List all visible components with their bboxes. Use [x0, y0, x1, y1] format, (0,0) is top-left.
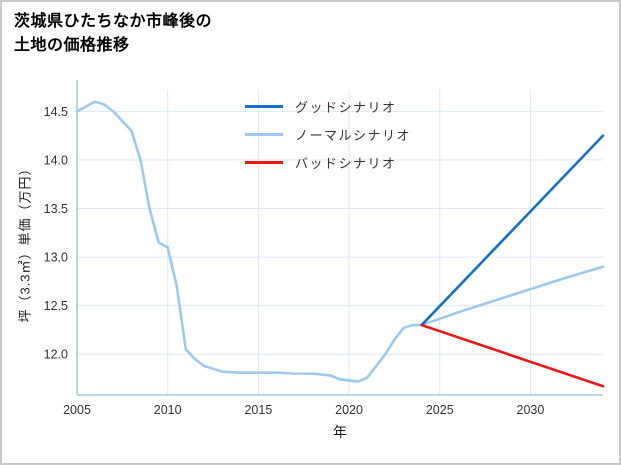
y-axis-label: 坪（3.3㎡）単価（万円）: [17, 161, 33, 323]
x-tick-label: 2015: [244, 403, 272, 417]
y-tick-label: 12.5: [44, 299, 68, 313]
legend-swatch-normal-line: [245, 132, 283, 136]
legend-label-bad: バッドシナリオ: [295, 155, 397, 171]
y-tick-label: 13.0: [44, 251, 68, 265]
legend: グッドシナリオ ノーマルシナリオ バッドシナリオ: [245, 92, 411, 176]
x-tick-label: 2025: [426, 403, 454, 417]
legend-swatch-good-line: [245, 104, 283, 108]
series-line-history: [75, 100, 423, 383]
legend-item-bad: バッドシナリオ: [245, 148, 411, 176]
y-tick-label: 13.5: [44, 202, 68, 216]
series-line-bad: [420, 323, 605, 388]
x-tick-label: 2020: [335, 403, 363, 417]
x-tick-label: 2010: [154, 403, 182, 417]
page-title-line2: 土地の価格推移: [14, 37, 130, 54]
y-tick-label: 12.0: [44, 348, 68, 362]
legend-label-good: グッドシナリオ: [295, 99, 397, 115]
legend-item-good: グッドシナリオ: [245, 92, 411, 120]
x-axis-label: 年: [333, 424, 347, 440]
series-line-good: [420, 134, 605, 327]
x-tick-label: 2005: [63, 403, 91, 417]
legend-item-normal: ノーマルシナリオ: [245, 120, 411, 148]
page-title: 茨城県ひたちなか市峰後の 土地の価格推移: [14, 10, 212, 58]
legend-label-normal: ノーマルシナリオ: [295, 127, 412, 143]
y-tick-label: 14.0: [44, 153, 68, 167]
y-tick-label: 14.5: [44, 105, 68, 119]
legend-swatch-bad-line: [245, 160, 283, 164]
x-tick-label: 2030: [517, 403, 545, 417]
page-title-line1: 茨城県ひたちなか市峰後の: [14, 13, 213, 30]
series-line-normal: [420, 265, 605, 327]
